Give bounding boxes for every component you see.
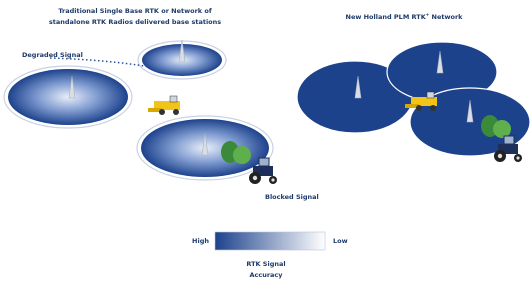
left-title: Traditional Single Base RTK or Network o… bbox=[58, 7, 212, 15]
diagram: Traditional Single Base RTK or Network o… bbox=[0, 0, 530, 287]
harvester bbox=[148, 96, 180, 115]
right-title: New Holland PLM RTK+Network bbox=[346, 12, 464, 22]
signal-area bbox=[8, 69, 128, 125]
title-rest: Network bbox=[432, 13, 464, 21]
degraded-label: Degraded Signal bbox=[22, 51, 83, 59]
right-panel: New Holland PLM RTK+Network bbox=[297, 12, 530, 163]
legend-gradient bbox=[215, 232, 325, 250]
legend-low: Low bbox=[333, 237, 348, 245]
legend-title: RTK Signal bbox=[246, 260, 285, 268]
blocked-label: Blocked Signal bbox=[265, 193, 319, 201]
legend: High Low RTK Signal Accuracy bbox=[192, 232, 348, 279]
legend-title: Accuracy bbox=[249, 271, 283, 279]
legend-high: High bbox=[192, 237, 209, 245]
left-panel: Traditional Single Base RTK or Network o… bbox=[4, 7, 319, 201]
left-title: standalone RTK Radios delivered base sta… bbox=[49, 18, 221, 26]
title-main: New Holland PLM RTK bbox=[346, 13, 427, 21]
title-sup: + bbox=[426, 12, 430, 18]
